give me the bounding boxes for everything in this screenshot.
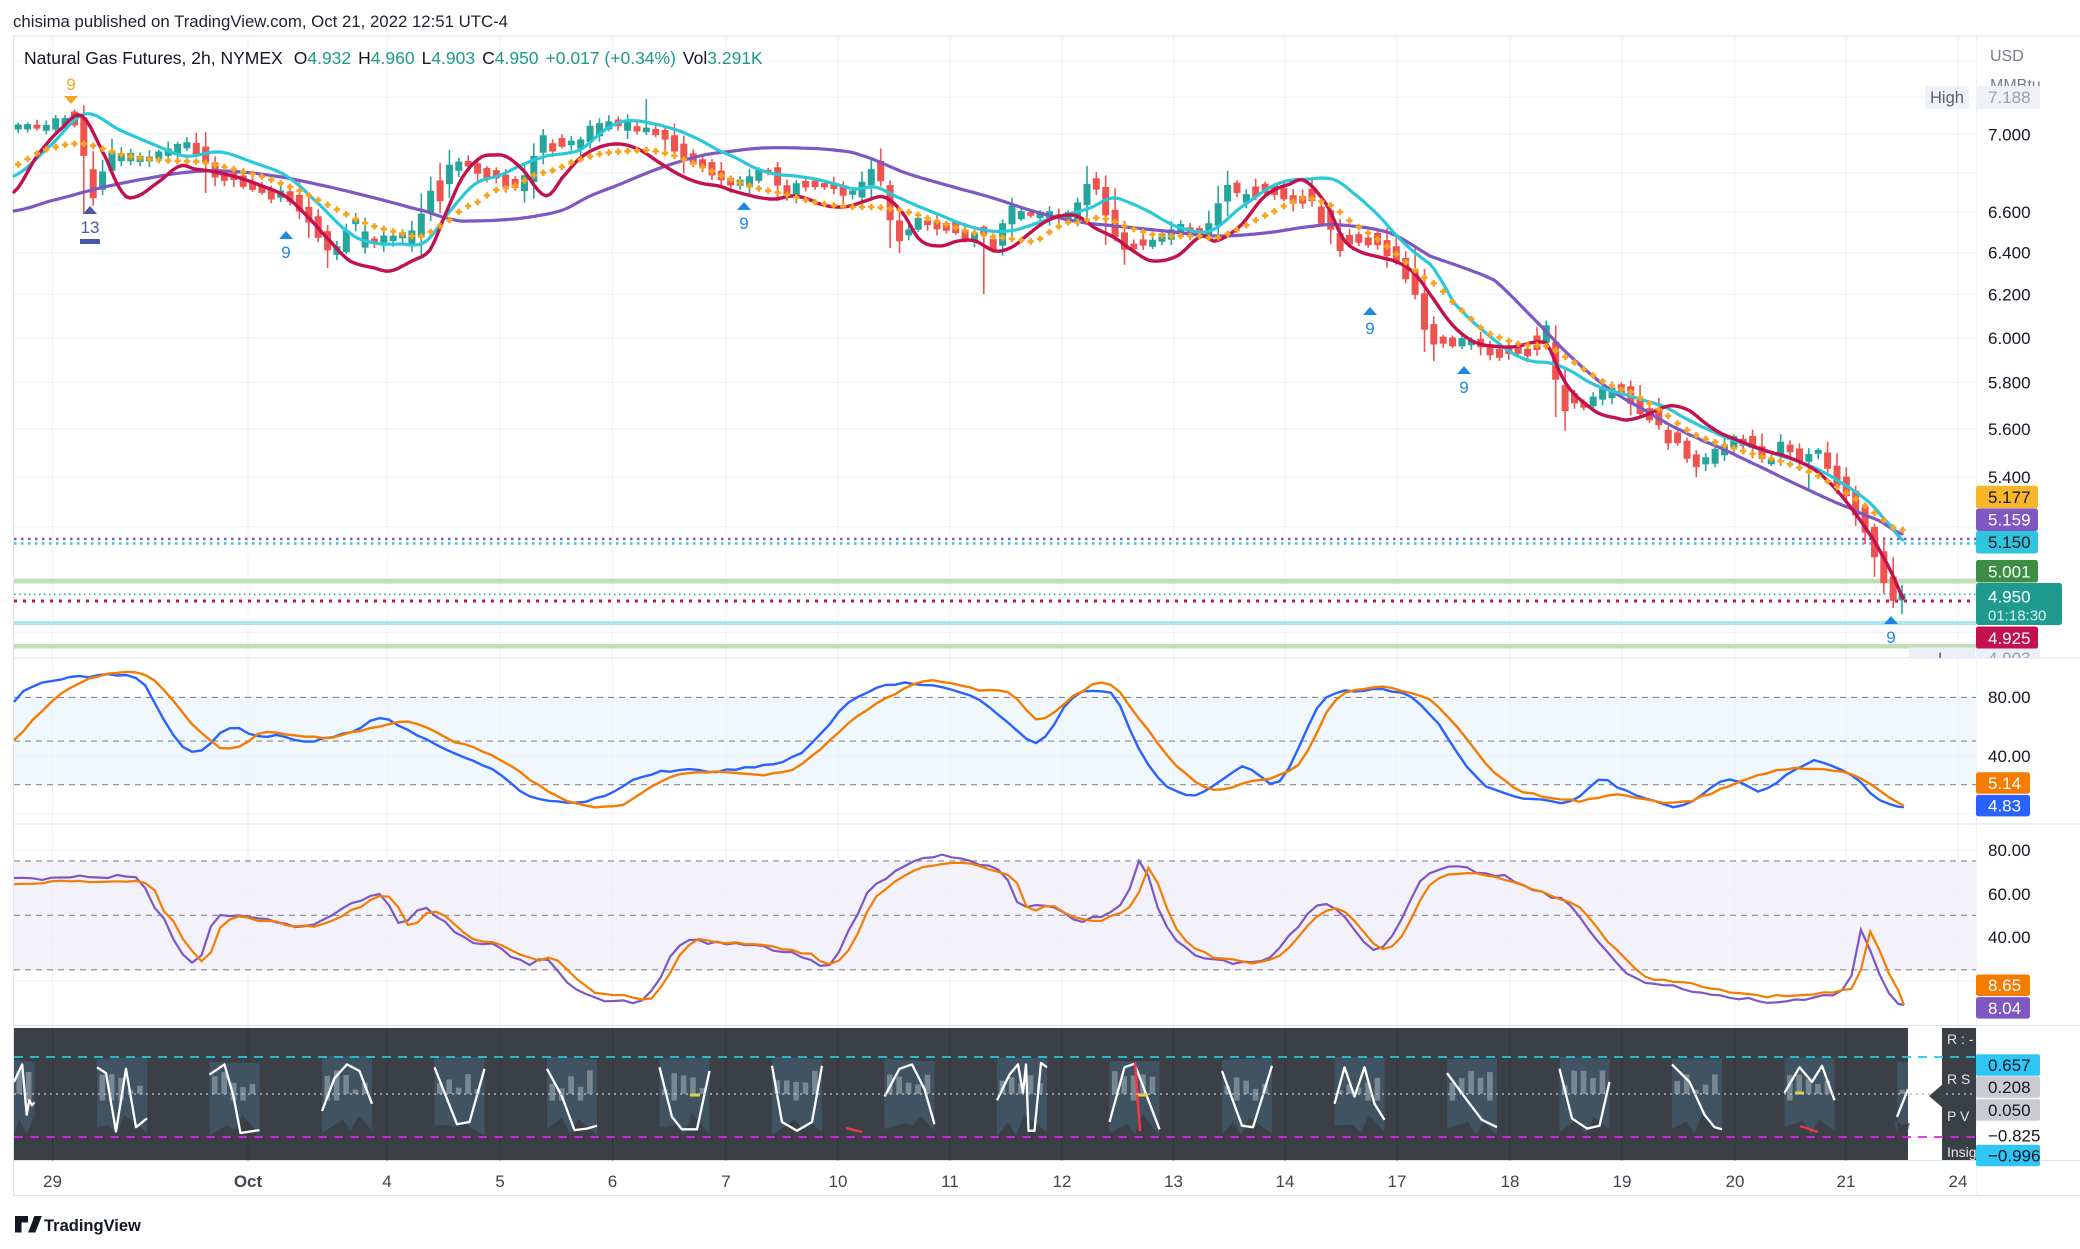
svg-text:11: 11 — [941, 1172, 959, 1191]
svg-text:9: 9 — [66, 75, 75, 94]
svg-text:R S: R S — [1947, 1071, 1970, 1087]
svg-text:5.14: 5.14 — [1988, 774, 2021, 793]
svg-text:6.400: 6.400 — [1988, 244, 2031, 263]
svg-text:4: 4 — [382, 1172, 391, 1191]
svg-text:5.159: 5.159 — [1988, 511, 2031, 530]
svg-text:19: 19 — [1613, 1172, 1632, 1191]
svg-text:TradingView: TradingView — [44, 1217, 141, 1235]
svg-text:5.150: 5.150 — [1988, 533, 2031, 552]
svg-text:9: 9 — [1459, 378, 1468, 397]
svg-text:0.050: 0.050 — [1988, 1101, 2031, 1120]
svg-text:10: 10 — [829, 1172, 848, 1191]
svg-text:40.00: 40.00 — [1988, 747, 2031, 766]
svg-text:5.800: 5.800 — [1988, 374, 2031, 393]
svg-text:5.400: 5.400 — [1988, 468, 2031, 487]
svg-text:9: 9 — [1365, 319, 1374, 338]
svg-text:5.177: 5.177 — [1988, 488, 2031, 507]
svg-text:Insig: Insig — [1947, 1144, 1977, 1160]
svg-text:80.00: 80.00 — [1988, 688, 2031, 707]
svg-text:17: 17 — [1388, 1172, 1407, 1191]
svg-text:4.925: 4.925 — [1988, 629, 2031, 648]
svg-text:13: 13 — [81, 218, 100, 237]
svg-text:−0.996: −0.996 — [1988, 1146, 2040, 1165]
svg-text:6.600: 6.600 — [1988, 203, 2031, 222]
svg-text:4.903: 4.903 — [1988, 649, 2031, 668]
svg-text:21: 21 — [1837, 1172, 1856, 1191]
svg-text:12: 12 — [1053, 1172, 1072, 1191]
svg-text:9: 9 — [1886, 628, 1895, 647]
svg-text:29: 29 — [43, 1172, 62, 1191]
svg-text:24: 24 — [1949, 1172, 1968, 1191]
svg-text:7.000: 7.000 — [1988, 125, 2031, 144]
svg-text:8.04: 8.04 — [1988, 999, 2021, 1018]
svg-text:13: 13 — [1164, 1172, 1183, 1191]
svg-text:7.188: 7.188 — [1988, 88, 2031, 107]
svg-text:P V: P V — [1947, 1108, 1970, 1124]
svg-text:20: 20 — [1726, 1172, 1745, 1191]
svg-text:0.208: 0.208 — [1988, 1078, 2031, 1097]
svg-text:R : -: R : - — [1947, 1031, 1974, 1047]
svg-text:80.00: 80.00 — [1988, 841, 2031, 860]
svg-text:−0.825: −0.825 — [1988, 1126, 2040, 1145]
svg-text:5.600: 5.600 — [1988, 420, 2031, 439]
svg-text:8.65: 8.65 — [1988, 976, 2021, 995]
svg-text:9: 9 — [281, 243, 290, 262]
svg-text:6.200: 6.200 — [1988, 286, 2031, 305]
svg-text:5.001: 5.001 — [1988, 562, 2031, 581]
svg-text:9: 9 — [739, 214, 748, 233]
svg-text:4.83: 4.83 — [1988, 797, 2021, 816]
svg-text:60.00: 60.00 — [1988, 885, 2031, 904]
svg-text:01:18:30: 01:18:30 — [1988, 608, 2046, 625]
svg-text:L: L — [1938, 650, 1947, 668]
svg-text:6: 6 — [608, 1172, 617, 1191]
svg-text:40.00: 40.00 — [1988, 928, 2031, 947]
svg-text:Natural Gas Futures, 2h, NYMEX: Natural Gas Futures, 2h, NYMEX O4.932 H4.9… — [24, 48, 763, 68]
svg-text:5: 5 — [495, 1172, 504, 1191]
svg-text:USD: USD — [1990, 48, 2024, 65]
svg-text:18: 18 — [1501, 1172, 1520, 1191]
svg-text:High: High — [1930, 89, 1964, 107]
svg-text:Oct: Oct — [234, 1172, 263, 1191]
svg-text:6.000: 6.000 — [1988, 329, 2031, 348]
svg-text:0.657: 0.657 — [1988, 1056, 2031, 1075]
svg-text:4.950: 4.950 — [1988, 588, 2031, 607]
svg-text:chisima published on TradingVi: chisima published on TradingView.com, Oc… — [13, 12, 508, 31]
svg-text:7: 7 — [721, 1172, 730, 1191]
svg-text:14: 14 — [1276, 1172, 1295, 1191]
